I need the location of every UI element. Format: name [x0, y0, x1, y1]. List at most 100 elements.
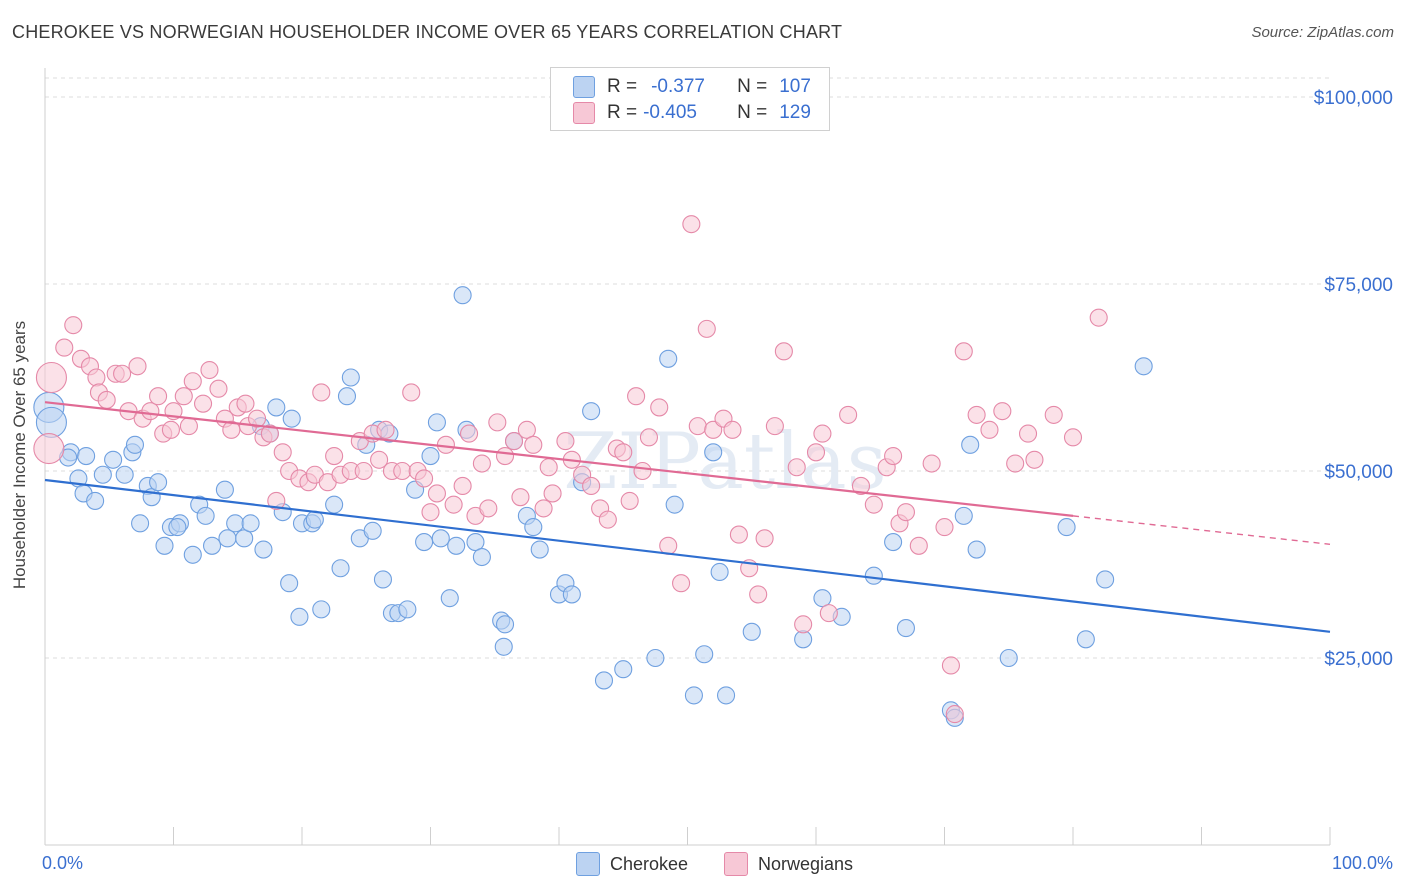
point-norwegians — [819, 604, 838, 623]
point-cherokee — [254, 540, 273, 559]
point-cherokee — [196, 506, 215, 525]
point-cherokee — [282, 409, 301, 428]
point-cherokee — [453, 286, 472, 305]
point-cherokee — [203, 536, 222, 555]
point-cherokee — [646, 648, 665, 668]
point-cherokee — [494, 637, 513, 656]
point-cherokee — [716, 686, 736, 705]
point-cherokee — [415, 533, 434, 552]
point-cherokee — [472, 547, 491, 567]
legend-r-label: R = — [607, 102, 638, 123]
point-norwegians — [128, 357, 147, 376]
point-norwegians — [1063, 428, 1083, 447]
point-cherokee — [215, 480, 234, 499]
point-cherokee — [447, 536, 466, 555]
point-norwegians — [1089, 308, 1108, 327]
point-norwegians — [1044, 405, 1063, 424]
point-cherokee — [594, 671, 614, 690]
point-norwegians — [723, 420, 742, 439]
point-norwegians — [312, 383, 331, 402]
point-norwegians — [236, 394, 255, 413]
point-cherokee — [312, 600, 331, 619]
legend-n-value: 107 — [779, 76, 811, 97]
point-cherokee — [86, 491, 105, 510]
point-norwegians — [517, 420, 536, 439]
point-cherokee — [183, 545, 202, 564]
point-norwegians — [598, 510, 617, 529]
point-norwegians — [97, 390, 116, 409]
point-norwegians — [755, 529, 774, 548]
point-cherokee — [337, 387, 357, 406]
point-norwegians — [627, 387, 646, 406]
point-norwegians — [787, 458, 806, 477]
point-norwegians — [774, 342, 793, 361]
point-norwegians — [113, 364, 132, 383]
point-cherokee — [704, 443, 723, 462]
point-cherokee — [125, 435, 144, 454]
y-tick-label: $100,000 — [1314, 88, 1393, 109]
point-norwegians — [472, 454, 491, 473]
point-norwegians — [729, 525, 748, 544]
point-cherokee — [884, 533, 903, 552]
point-cherokee — [684, 686, 703, 705]
point-cherokee — [325, 495, 344, 514]
point-cherokee — [421, 446, 440, 466]
point-norwegians — [682, 215, 701, 234]
point-norwegians — [415, 469, 434, 488]
point-cherokee — [864, 566, 883, 585]
point-cherokee — [1076, 630, 1095, 649]
point-norwegians — [704, 420, 723, 439]
data-points — [33, 215, 1153, 727]
point-cherokee — [1096, 570, 1115, 589]
point-cherokee — [562, 585, 581, 604]
point-norwegians — [993, 402, 1012, 421]
legend-n-value: 129 — [779, 102, 811, 123]
point-norwegians — [325, 446, 344, 466]
chart-title: CHEROKEE VS NORWEGIAN HOUSEHOLDER INCOME… — [12, 22, 843, 42]
x-tick-label-min: 0.0% — [42, 853, 83, 873]
point-norwegians — [33, 433, 65, 465]
point-cherokee — [341, 368, 360, 387]
point-norwegians — [1006, 454, 1025, 473]
point-norwegians — [765, 417, 784, 436]
point-cherokee — [373, 570, 393, 589]
bottom-swatch-norwegians — [724, 852, 748, 876]
point-cherokee — [115, 465, 134, 484]
point-norwegians — [945, 705, 964, 724]
point-cherokee — [614, 660, 633, 679]
point-cherokee — [710, 562, 729, 582]
point-norwegians — [64, 316, 83, 335]
bottom-swatch-cherokee — [576, 852, 600, 876]
y-tick-label: $50,000 — [1324, 462, 1393, 483]
point-norwegians — [672, 574, 691, 593]
y-tick-label: $25,000 — [1324, 649, 1393, 670]
point-norwegians — [639, 428, 659, 447]
point-norwegians — [393, 461, 412, 481]
point-norwegians — [839, 405, 858, 424]
point-norwegians — [909, 536, 928, 555]
point-cherokee — [742, 622, 761, 641]
point-cherokee — [524, 518, 543, 537]
point-cherokee — [218, 529, 237, 548]
bottom-legend-label: Norwegians — [758, 853, 854, 874]
y-tick-label: $75,000 — [1324, 275, 1393, 296]
point-norwegians — [495, 446, 515, 466]
point-norwegians — [421, 503, 440, 522]
point-cherokee — [1057, 518, 1076, 537]
point-norwegians — [556, 432, 575, 451]
point-cherokee — [1134, 357, 1153, 376]
point-norwegians — [935, 518, 954, 537]
point-cherokee — [896, 619, 916, 638]
point-cherokee — [235, 529, 254, 548]
point-norwegians — [183, 372, 202, 391]
bottom-legend-cherokee: Cherokee — [576, 852, 688, 876]
point-norwegians — [884, 446, 903, 466]
point-norwegians — [980, 420, 999, 439]
point-norwegians — [273, 443, 292, 462]
point-cherokee — [290, 607, 309, 626]
point-norwegians — [209, 379, 228, 398]
point-norwegians — [149, 387, 168, 406]
point-norwegians — [539, 458, 558, 477]
point-norwegians — [688, 417, 707, 436]
